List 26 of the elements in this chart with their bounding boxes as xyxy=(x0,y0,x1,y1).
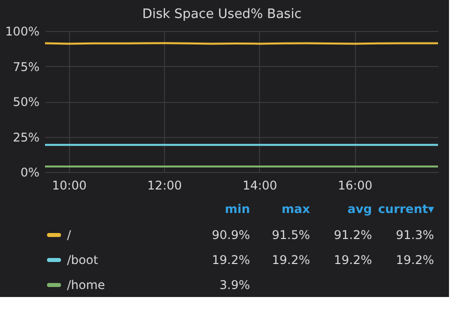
text: current▾ xyxy=(378,202,434,216)
x-tick-label: 16:00 xyxy=(338,178,372,192)
y-tick-label: 75% xyxy=(12,60,40,74)
text: 19.2% xyxy=(334,253,372,267)
y-tick-label: 0% xyxy=(20,166,40,180)
text: max xyxy=(282,202,310,216)
text: 19.2% xyxy=(212,253,250,267)
text: min xyxy=(224,202,250,216)
text: 19.2% xyxy=(272,253,310,267)
text: 3.9% xyxy=(220,278,250,292)
text: 91.2% xyxy=(334,228,372,242)
text: avg xyxy=(347,202,372,216)
legend-label: /home xyxy=(67,278,106,292)
y-tick-label: 100% xyxy=(5,24,40,38)
text: 90.9% xyxy=(212,228,250,242)
chart-title: Disk Space Used% Basic xyxy=(142,7,302,22)
x-tick-label: 12:00 xyxy=(147,178,182,192)
legend-label: /boot xyxy=(67,253,98,267)
text: 91.3% xyxy=(396,228,434,242)
x-tick-label: 10:00 xyxy=(52,178,87,192)
text: 91.5% xyxy=(272,228,310,242)
text: 19.2% xyxy=(396,253,434,267)
x-tick-label: 14:00 xyxy=(242,178,278,192)
y-tick-label: 25% xyxy=(12,130,40,144)
legend-label: / xyxy=(67,228,72,242)
y-tick-label: 50% xyxy=(12,95,40,109)
